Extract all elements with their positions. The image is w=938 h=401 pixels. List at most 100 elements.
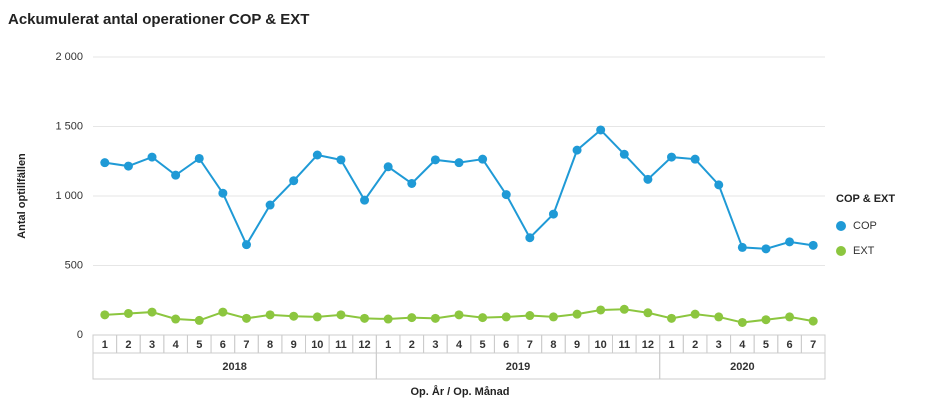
point (548, 209, 558, 219)
point (643, 174, 653, 184)
point (596, 305, 606, 315)
point (147, 152, 157, 162)
point (360, 313, 370, 323)
x-tick-label: 9 (574, 339, 580, 351)
x-tick-label: 4 (739, 339, 746, 351)
point (265, 310, 275, 320)
y-tick-label: 500 (65, 259, 83, 271)
point (737, 317, 747, 327)
x-tick-label: 5 (480, 339, 486, 351)
point (761, 315, 771, 325)
point (336, 155, 346, 165)
point (336, 310, 346, 320)
x-tick-label: 10 (311, 339, 323, 351)
point (123, 161, 133, 171)
x-tick-label: 1 (102, 339, 108, 351)
x-tick-label: 8 (267, 339, 273, 351)
x-tick-label: 7 (810, 339, 816, 351)
point (454, 158, 464, 168)
point (147, 307, 157, 317)
point (619, 304, 629, 314)
point (100, 310, 110, 320)
chart-title: Ackumulerat antal operationer COP & EXT (8, 11, 309, 28)
x-tick-label: 8 (550, 339, 556, 351)
point (737, 242, 747, 252)
point (501, 190, 511, 200)
point (383, 314, 393, 324)
x-tick-label: 3 (432, 339, 438, 351)
point (714, 180, 724, 190)
y-tick-label: 1 500 (55, 120, 83, 132)
point (808, 316, 818, 326)
point (714, 312, 724, 322)
x-tick-label: 3 (716, 339, 722, 351)
point (312, 150, 322, 160)
x-tick-label: 1 (668, 339, 674, 351)
point (548, 312, 558, 322)
point (667, 152, 677, 162)
point (501, 312, 511, 322)
point (572, 145, 582, 155)
x-tick-label: 1 (385, 339, 391, 351)
legend-label: COP (853, 220, 877, 232)
x-tick-label: 4 (173, 339, 180, 351)
point (265, 200, 275, 210)
point (572, 309, 582, 319)
point (690, 154, 700, 164)
point (808, 240, 818, 250)
point (667, 313, 677, 323)
point (360, 195, 370, 205)
legend-swatch (836, 246, 846, 256)
x-tick-label: 6 (503, 339, 509, 351)
point (123, 308, 133, 318)
point (171, 170, 181, 180)
point (643, 308, 653, 318)
x-tick-label: 11 (618, 339, 630, 351)
point (289, 311, 299, 321)
group-label: 2019 (506, 361, 530, 373)
point (383, 162, 393, 172)
x-tick-label: 2 (409, 339, 415, 351)
point (218, 188, 228, 198)
x-tick-label: 10 (595, 339, 607, 351)
legend-title: COP & EXT (836, 193, 895, 205)
y-tick-label: 0 (77, 329, 83, 341)
x-tick-label: 11 (335, 339, 347, 351)
point (478, 154, 488, 164)
x-tick-label: 5 (196, 339, 202, 351)
x-tick-label: 6 (787, 339, 793, 351)
legend-label: EXT (853, 245, 875, 257)
group-label: 2020 (730, 361, 754, 373)
x-tick-label: 7 (527, 339, 533, 351)
x-tick-label: 2 (125, 339, 131, 351)
point (289, 176, 299, 186)
point (525, 233, 535, 243)
group-cell (659, 352, 826, 380)
x-tick-label: 12 (642, 339, 654, 351)
point (454, 310, 464, 320)
point (407, 178, 417, 188)
point (218, 307, 228, 317)
point (407, 313, 417, 323)
point (430, 313, 440, 323)
series-line (104, 128, 814, 250)
x-tick-label: 4 (456, 339, 463, 351)
y-tick-label: 1 000 (55, 190, 83, 202)
x-tick-label: 2 (692, 339, 698, 351)
x-tick-label: 9 (291, 339, 297, 351)
point (194, 153, 204, 163)
point (478, 313, 488, 323)
x-tick-label: 12 (358, 339, 370, 351)
point (690, 309, 700, 319)
x-tick-label: 5 (763, 339, 769, 351)
point (241, 313, 251, 323)
point (525, 311, 535, 321)
point (430, 155, 440, 165)
point (312, 312, 322, 322)
point (619, 149, 629, 159)
point (241, 240, 251, 250)
point (785, 237, 795, 247)
point (194, 315, 204, 325)
x-tick-label: 7 (243, 339, 249, 351)
